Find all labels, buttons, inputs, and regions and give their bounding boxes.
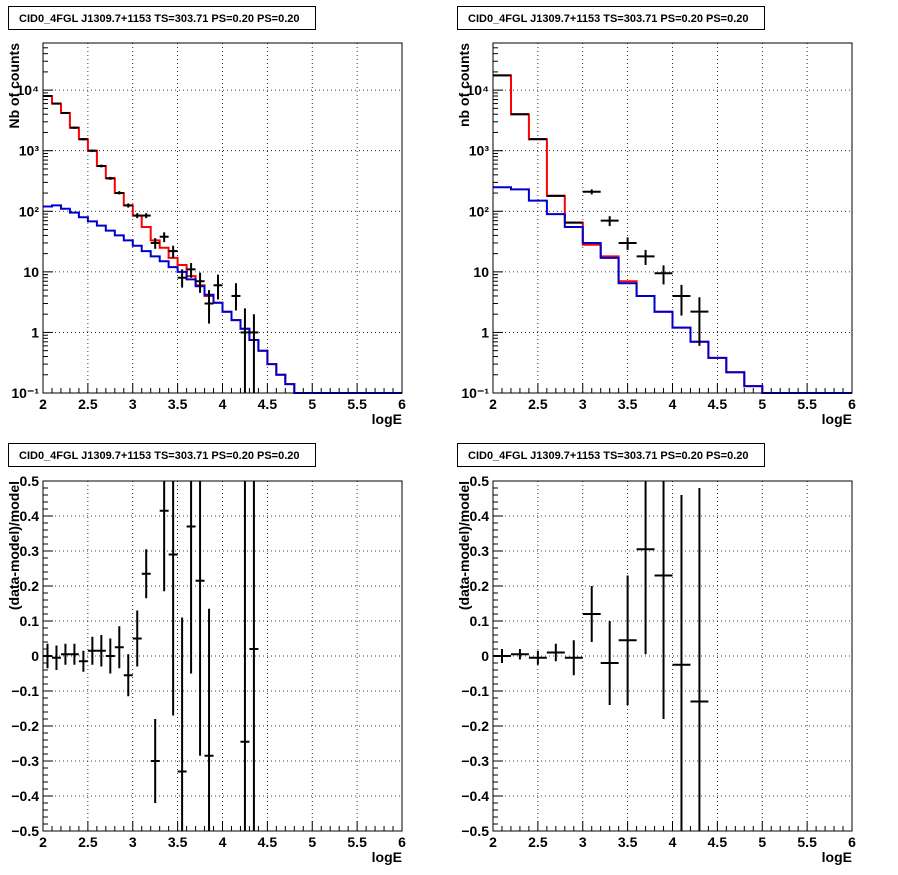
y-axis-label: (data-model)/model <box>6 481 22 610</box>
x-tick-label: 3 <box>129 834 137 850</box>
y-tick-label: 0.1 <box>20 613 40 629</box>
x-tick-label: 5 <box>758 834 766 850</box>
panel-title: CID0_4FGL J1309.7+1153 TS=303.71 PS=0.20… <box>8 6 316 30</box>
y-tick-label: −0.5 <box>461 823 489 839</box>
y-tick-label: −0.3 <box>461 753 489 769</box>
x-tick-label: 4 <box>669 396 677 412</box>
plot-frame <box>492 42 853 394</box>
x-tick-label: 2 <box>489 396 497 412</box>
x-tick-label: 5 <box>308 396 316 412</box>
x-tick-label: 5.5 <box>797 834 817 850</box>
y-tick-label: 0.5 <box>20 473 40 489</box>
x-tick-label: 5.5 <box>797 396 817 412</box>
y-tick-label: 10⁴ <box>467 82 490 98</box>
y-tick-label: −0.2 <box>461 718 489 734</box>
y-tick-label: −0.3 <box>11 753 39 769</box>
x-tick-label: 4.5 <box>258 396 278 412</box>
x-tick-label: 3 <box>579 396 587 412</box>
x-tick-label: 4 <box>669 834 677 850</box>
x-tick-label: 4 <box>219 834 227 850</box>
panel-title: CID0_4FGL J1309.7+1153 TS=303.71 PS=0.20… <box>457 443 765 467</box>
y-tick-label: 1 <box>481 324 489 340</box>
y-tick-label: 0.3 <box>470 543 490 559</box>
x-tick-label: 2.5 <box>528 396 548 412</box>
x-tick-label: 6 <box>398 834 406 850</box>
y-tick-label: 0.4 <box>20 508 40 524</box>
x-tick-label: 2 <box>489 834 497 850</box>
y-tick-label: −0.1 <box>461 683 489 699</box>
panel-title: CID0_4FGL J1309.7+1153 TS=303.71 PS=0.20… <box>8 443 316 467</box>
x-tick-label: 3.5 <box>618 396 638 412</box>
y-tick-label: 10² <box>19 203 40 219</box>
y-tick-label: −0.1 <box>11 683 39 699</box>
x-tick-label: 3.5 <box>168 834 188 850</box>
x-tick-label: 2.5 <box>78 396 98 412</box>
x-tick-label: 3.5 <box>618 834 638 850</box>
y-tick-label: 0.5 <box>470 473 490 489</box>
x-tick-label: 6 <box>398 396 406 412</box>
y-tick-label: 1 <box>31 324 39 340</box>
plot-frame <box>42 42 403 394</box>
chart-panel-2: 2 2.5 3 3.5 4 4.5 5 5.5 6 10⁻¹ 1 10 10² 10³ 10⁴ logE nb … <box>456 42 856 427</box>
y-tick-label: 10⁻¹ <box>461 385 489 401</box>
x-tick-label: 2 <box>39 396 47 412</box>
y-tick-label: −0.4 <box>461 788 489 804</box>
y-tick-label: 0 <box>31 648 39 664</box>
x-tick-label: 5 <box>758 396 766 412</box>
x-axis-label: logE <box>372 411 402 427</box>
x-tick-label: 4.5 <box>258 834 278 850</box>
y-tick-label: 10² <box>469 203 490 219</box>
y-tick-label: −0.4 <box>11 788 39 804</box>
x-tick-label: 2.5 <box>528 834 548 850</box>
panel-title: CID0_4FGL J1309.7+1153 TS=303.71 PS=0.20… <box>457 6 765 30</box>
y-tick-label: 0.3 <box>20 543 40 559</box>
x-tick-label: 2 <box>39 834 47 850</box>
x-tick-label: 3 <box>579 834 587 850</box>
chart-panel-1: 2 2.5 3 3.5 4 4.5 5 5.5 6 10⁻¹ 1 10 10² 10³ 10⁴ logE Nb … <box>6 42 406 427</box>
chart-panel-4: 2 2.5 3 3.5 4 4.5 5 5.5 6 −0.5 −0.4 −0.3 −0.2 −0.1 0 0.… <box>456 473 856 865</box>
x-tick-label: 3 <box>129 396 137 412</box>
y-axis-label: nb of counts <box>456 43 472 127</box>
model-step-line <box>493 186 852 394</box>
plot-frame <box>42 480 403 832</box>
x-tick-label: 5.5 <box>347 834 367 850</box>
y-tick-label: 10 <box>23 264 39 280</box>
y-tick-label: 0 <box>481 648 489 664</box>
y-axis-label: (data-model)/model <box>456 481 472 610</box>
x-tick-label: 6 <box>848 834 856 850</box>
y-axis-label: Nb of counts <box>6 43 22 129</box>
y-tick-label: 0.4 <box>470 508 490 524</box>
x-axis-label: logE <box>372 849 402 865</box>
x-tick-label: 5.5 <box>347 396 367 412</box>
y-tick-label: 10³ <box>469 143 490 159</box>
x-axis-label: logE <box>822 849 852 865</box>
x-tick-label: 4.5 <box>708 396 728 412</box>
x-tick-label: 2.5 <box>78 834 98 850</box>
x-tick-label: 4 <box>219 396 227 412</box>
y-tick-label: 10⁴ <box>17 82 40 98</box>
x-axis-label: logE <box>822 411 852 427</box>
x-tick-label: 4.5 <box>708 834 728 850</box>
y-tick-label: 10³ <box>19 143 40 159</box>
y-tick-label: 0.2 <box>470 578 490 594</box>
x-tick-label: 5 <box>308 834 316 850</box>
chart-panel-3: 2 2.5 3 3.5 4 4.5 5 5.5 6 −0.5 −0.4 −0.3 −0.2 −0.1 0 0.… <box>6 473 406 865</box>
y-tick-label: 0.1 <box>470 613 490 629</box>
y-tick-label: 10⁻¹ <box>11 385 39 401</box>
y-tick-label: −0.5 <box>11 823 39 839</box>
plot-frame <box>492 480 853 832</box>
x-tick-label: 6 <box>848 396 856 412</box>
y-tick-label: 10 <box>473 264 489 280</box>
model-step-line <box>43 95 402 394</box>
y-tick-label: −0.2 <box>11 718 39 734</box>
x-tick-label: 3.5 <box>168 396 188 412</box>
y-tick-label: 0.2 <box>20 578 40 594</box>
